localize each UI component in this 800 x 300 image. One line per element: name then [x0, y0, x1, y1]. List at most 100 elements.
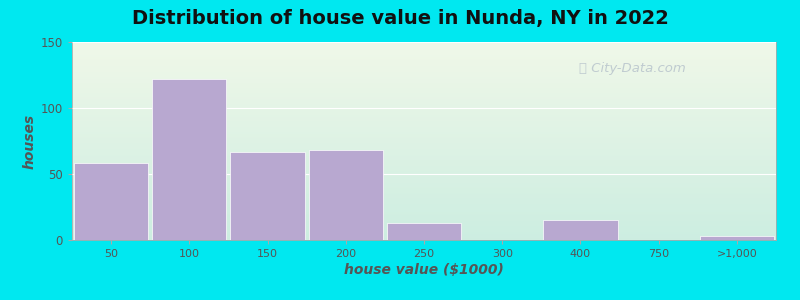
Bar [72, 52, 776, 53]
Bar [72, 229, 776, 230]
Bar [72, 127, 776, 128]
Bar [72, 164, 776, 165]
Bar [72, 121, 776, 122]
Bar [72, 194, 776, 196]
Bar [72, 116, 776, 117]
Bar [72, 106, 776, 107]
Bar [72, 139, 776, 140]
Bar [72, 237, 776, 238]
Bar [72, 178, 776, 180]
Bar [72, 102, 776, 104]
Bar [72, 68, 776, 69]
Bar [72, 108, 776, 109]
Bar [72, 74, 776, 75]
Bar [72, 76, 776, 78]
Bar [72, 59, 776, 60]
Bar [72, 118, 776, 119]
Bar [72, 177, 776, 178]
Bar [72, 144, 776, 145]
Bar [72, 85, 776, 86]
Bar [72, 233, 776, 234]
Text: Ⓢ City-Data.com: Ⓢ City-Data.com [579, 62, 686, 75]
Bar [72, 206, 776, 207]
Bar [72, 161, 776, 162]
Bar [72, 239, 776, 240]
Bar [72, 190, 776, 191]
Bar [72, 100, 776, 101]
Bar [72, 193, 776, 194]
Bar [72, 91, 776, 92]
Bar [72, 209, 776, 210]
Bar [72, 62, 776, 63]
Bar [72, 126, 776, 127]
Bar [72, 173, 776, 174]
Bar [543, 220, 618, 240]
Bar [72, 75, 776, 76]
Bar [72, 65, 776, 66]
Bar [72, 228, 776, 229]
Bar [72, 120, 776, 121]
Bar [72, 155, 776, 156]
Bar [72, 111, 776, 112]
Bar [72, 219, 776, 220]
Bar [72, 125, 776, 126]
Bar [72, 66, 776, 67]
Bar [72, 67, 776, 68]
Bar [72, 150, 776, 151]
Bar [72, 133, 776, 134]
Bar [72, 143, 776, 144]
Bar [72, 98, 776, 99]
Bar [72, 162, 776, 163]
Bar [72, 205, 776, 206]
Bar [72, 223, 776, 224]
Bar [72, 170, 776, 171]
Bar [72, 148, 776, 149]
Bar [72, 171, 776, 172]
Bar [72, 226, 776, 227]
Bar [72, 142, 776, 143]
Bar [72, 235, 776, 236]
Bar [72, 236, 776, 237]
Bar [72, 49, 776, 50]
Bar [72, 174, 776, 175]
Bar [72, 42, 776, 43]
Bar [72, 56, 776, 57]
Bar [72, 227, 776, 228]
Bar [72, 80, 776, 81]
Bar [72, 158, 776, 159]
Bar [72, 131, 776, 132]
Bar [72, 222, 776, 223]
Bar [72, 166, 776, 167]
Bar [72, 152, 776, 153]
Bar [72, 124, 776, 125]
Bar [72, 197, 776, 198]
Bar [72, 89, 776, 91]
Bar [152, 79, 226, 240]
Bar [72, 212, 776, 213]
Bar [72, 64, 776, 65]
Bar [72, 60, 776, 61]
Bar [700, 236, 774, 240]
Bar [72, 135, 776, 136]
Bar [72, 69, 776, 70]
Bar [72, 172, 776, 173]
Bar [72, 122, 776, 123]
Bar [72, 128, 776, 129]
Bar [72, 159, 776, 160]
Bar [72, 218, 776, 219]
Bar [72, 157, 776, 158]
Bar [72, 225, 776, 226]
Bar [72, 154, 776, 155]
Bar [72, 46, 776, 47]
Bar [72, 221, 776, 222]
Bar [72, 168, 776, 169]
Bar [72, 215, 776, 216]
Bar [72, 104, 776, 105]
Bar [72, 214, 776, 215]
Bar [72, 103, 776, 104]
Bar [72, 204, 776, 205]
Bar [72, 153, 776, 154]
Bar [72, 73, 776, 74]
Bar [72, 134, 776, 135]
Bar [72, 140, 776, 141]
